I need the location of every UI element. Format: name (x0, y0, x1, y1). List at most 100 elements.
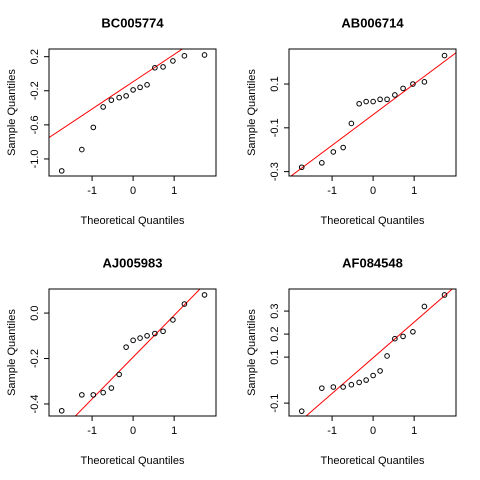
x-tick-label: 0 (130, 185, 136, 197)
point (384, 96, 390, 103)
point (100, 389, 106, 396)
point (144, 81, 150, 88)
point (90, 124, 97, 131)
y-tick-label: -0.3 (269, 162, 281, 181)
point (144, 333, 150, 339)
qq-line (74, 289, 201, 416)
point (116, 94, 122, 101)
point (363, 98, 369, 105)
panel-title: AB006714 (341, 15, 404, 30)
point (392, 335, 398, 342)
point (319, 385, 325, 391)
y-tick-label: 0.2 (269, 326, 281, 341)
y-tick-label: -0.6 (29, 115, 41, 134)
y-axis-label: Sample Quantiles (246, 309, 258, 396)
qq-line (305, 289, 454, 416)
x-tick-label: 1 (171, 425, 177, 437)
point (384, 353, 390, 359)
qq-line (290, 52, 456, 176)
point (392, 92, 398, 98)
y-tick-label: 0.0 (29, 305, 41, 320)
point (108, 385, 115, 391)
point (330, 149, 337, 155)
point (421, 79, 428, 85)
y-tick-label: 0.1 (269, 349, 281, 364)
x-axis-label: Theoretical Quantiles (321, 215, 425, 227)
point (170, 58, 176, 64)
point (348, 120, 355, 127)
point (370, 372, 376, 379)
y-tick-label: 0.1 (269, 76, 281, 91)
point (319, 160, 325, 166)
plot-frame (48, 48, 217, 177)
plot-frame (288, 48, 457, 177)
panel: AB006714 Theoretical Quantiles Sample Quan… (246, 15, 457, 227)
plot-frame (48, 288, 217, 417)
point (79, 146, 85, 153)
point (160, 328, 166, 335)
point (152, 330, 158, 337)
panel: AJ005983 Theoretical Quantiles Sample Quan… (6, 255, 217, 467)
x-tick-label: 0 (370, 425, 376, 437)
point (181, 53, 188, 59)
panel: AF084548 Theoretical Quantiles Sample Quan… (246, 255, 457, 467)
point (160, 64, 166, 70)
y-tick-label: -0.1 (269, 118, 281, 137)
point (181, 301, 188, 307)
point (170, 317, 176, 323)
point (130, 87, 136, 93)
x-tick-label: -1 (327, 185, 337, 197)
panel-title: AJ005983 (103, 255, 163, 270)
point (201, 292, 208, 298)
point (441, 52, 448, 59)
x-tick-label: -1 (87, 425, 97, 437)
y-tick-label: -0.2 (29, 349, 41, 368)
point (108, 97, 115, 103)
point (79, 392, 85, 398)
panel: BC005774 Theoretical Quantiles Sample Quan… (6, 15, 217, 227)
point (410, 81, 416, 87)
point (356, 379, 362, 386)
x-tick-label: 1 (171, 185, 177, 197)
point (137, 335, 143, 341)
point (356, 100, 362, 107)
point (400, 85, 406, 92)
point (363, 377, 369, 383)
point (377, 96, 383, 103)
point (58, 168, 65, 174)
plot-frame (288, 288, 457, 417)
point (116, 371, 122, 378)
y-tick-label: -0.4 (29, 394, 41, 413)
x-tick-label: 0 (370, 185, 376, 197)
point (100, 104, 106, 110)
x-tick-label: 0 (130, 425, 136, 437)
panel-title: AF084548 (342, 255, 403, 270)
point (90, 392, 97, 398)
point (441, 292, 448, 298)
point (370, 98, 376, 105)
y-axis-label: Sample Quantiles (6, 309, 18, 396)
panel-title: BC005774 (101, 15, 164, 30)
point (340, 384, 346, 390)
x-tick-label: -1 (87, 185, 97, 197)
point (348, 381, 355, 388)
point (137, 84, 143, 91)
point (130, 337, 136, 344)
y-axis-label: Sample Quantiles (6, 69, 18, 156)
x-tick-label: 1 (411, 425, 417, 437)
point (58, 407, 65, 414)
point (377, 368, 383, 374)
y-tick-label: -0.2 (29, 81, 41, 100)
point (400, 333, 406, 340)
y-tick-label: 0.2 (29, 49, 41, 64)
x-axis-label: Theoretical Quantiles (321, 455, 425, 467)
x-tick-label: 1 (411, 185, 417, 197)
point (123, 344, 129, 350)
point (421, 303, 428, 310)
point (410, 328, 416, 335)
y-tick-label: -0.1 (269, 394, 281, 413)
x-axis-label: Theoretical Quantiles (81, 455, 185, 467)
point (152, 64, 158, 71)
point (201, 52, 208, 58)
